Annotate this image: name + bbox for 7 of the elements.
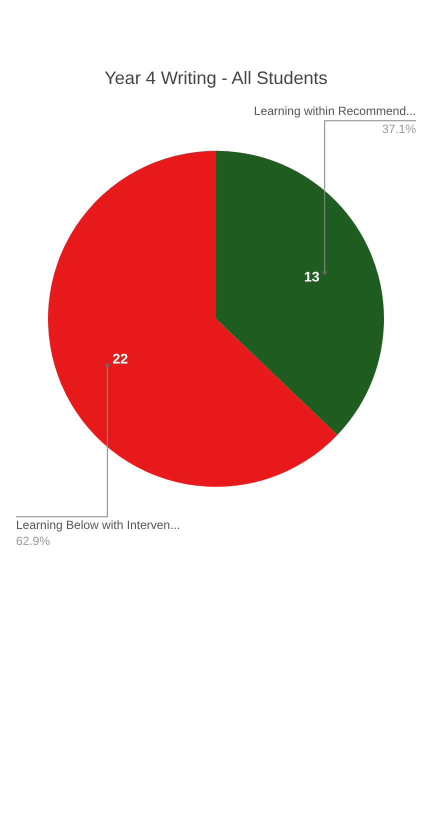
slice-label: Learning within Recommend... <box>254 104 416 118</box>
text: 62.9% <box>16 534 50 548</box>
chart-title: Year 4 Writing - All Students <box>104 68 328 88</box>
data-label: 13 <box>304 268 320 285</box>
slice-label: Learning Below with Interven... <box>16 518 180 532</box>
text: 37.1% <box>382 122 416 136</box>
data-label: 22 <box>112 350 128 367</box>
